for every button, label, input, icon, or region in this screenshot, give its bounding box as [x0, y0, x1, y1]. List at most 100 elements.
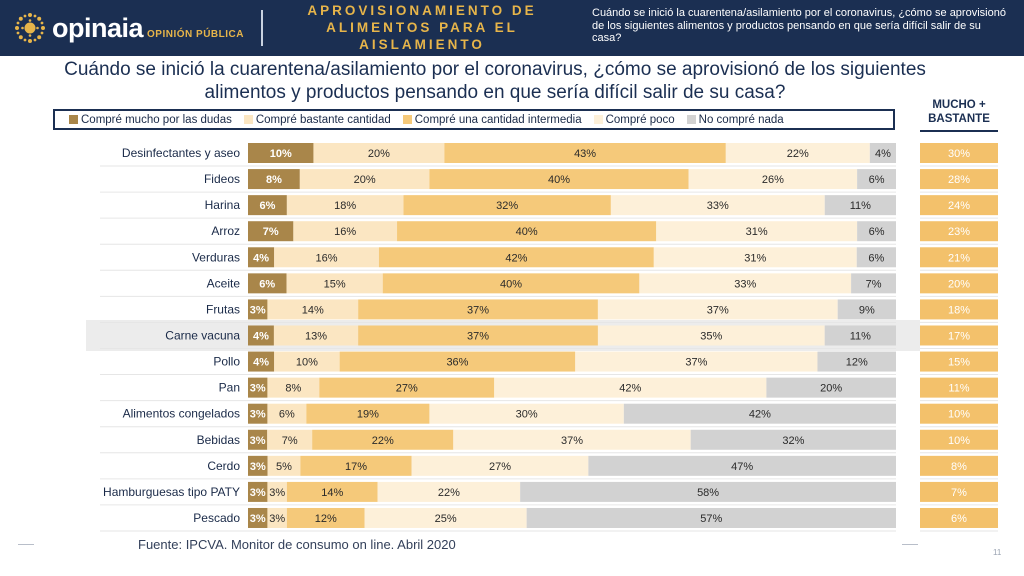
data-label: 40% [516, 226, 538, 238]
bar-segment [575, 351, 818, 372]
summary-bar [920, 273, 998, 294]
bar-segment [248, 169, 300, 190]
header-divider [261, 10, 263, 46]
data-label: 15% [324, 278, 346, 290]
bar-segment [588, 455, 896, 476]
category-label: Pescado [193, 511, 240, 525]
legend-item-mucho: Compré mucho por las dudas [69, 114, 232, 126]
summary-bar [920, 221, 998, 242]
bar-segment [267, 299, 359, 320]
bar-segment [597, 325, 825, 346]
summary-label: 23% [948, 226, 970, 238]
summary-bar [920, 481, 998, 502]
legend-item-bastante: Compré bastante cantidad [243, 114, 391, 126]
legend-item-nada: No compré nada [686, 113, 784, 126]
data-label: 4% [253, 330, 269, 342]
data-label: 42% [505, 252, 527, 264]
data-label: 37% [707, 304, 729, 316]
bar-segment [453, 429, 691, 450]
data-label: 16% [316, 252, 338, 264]
category-label: Pan [219, 381, 240, 395]
data-label: 7% [866, 278, 882, 290]
bar-segment [248, 143, 314, 163]
summary-label: 30% [948, 148, 970, 160]
bar-segment [610, 195, 825, 216]
data-label: 6% [279, 409, 295, 421]
data-label: 9% [859, 304, 875, 316]
data-label: 14% [321, 487, 343, 499]
data-label: 33% [707, 200, 729, 212]
page-number: 11 [993, 548, 1002, 557]
legend-swatch [593, 115, 603, 124]
data-label: 31% [744, 252, 766, 264]
brand-logo: opinaia OPINIÓN PÚBLICA [12, 10, 244, 46]
summary-bar [920, 403, 998, 424]
bar-segment [851, 273, 896, 294]
bar-segment [378, 247, 654, 268]
source-note: Fuente: IPCVA. Monitor de consumo on lin… [138, 537, 456, 552]
data-label: 17% [345, 461, 367, 473]
bar-segment [274, 247, 379, 268]
summary-label: 11% [948, 383, 969, 395]
data-label: 3% [269, 487, 285, 499]
bar-segment [248, 325, 274, 346]
bar-segment [267, 429, 313, 450]
data-label: 37% [561, 435, 583, 447]
data-label: 27% [489, 461, 511, 473]
data-label: 12% [315, 513, 337, 525]
data-label: 36% [446, 357, 468, 369]
data-label: 3% [250, 513, 266, 525]
summary-label: 7% [951, 487, 967, 499]
bar-segment [286, 507, 365, 528]
data-label: 37% [467, 304, 489, 316]
bar-segment [856, 247, 896, 268]
data-label: 6% [869, 226, 885, 238]
data-label: 37% [685, 357, 707, 369]
data-label: 42% [749, 409, 771, 421]
data-label: 35% [700, 330, 722, 342]
data-label: 58% [697, 487, 719, 499]
data-label: 42% [619, 383, 641, 395]
data-label: 7% [282, 435, 298, 447]
data-label: 18% [334, 200, 356, 212]
chart-legend: Compré mucho por las dudas Compré bastan… [53, 109, 895, 130]
data-label: 8% [266, 174, 282, 186]
summary-bar [920, 377, 998, 398]
category-label: Arroz [211, 224, 240, 238]
category-label: Alimentos congelados [123, 407, 240, 421]
summary-label: 8% [951, 461, 967, 473]
bar-segment [286, 481, 378, 502]
data-label: 7% [263, 226, 279, 238]
bar-segment [248, 507, 268, 528]
bar-segment [377, 481, 521, 502]
legend-swatch [402, 115, 412, 124]
data-label: 3% [250, 383, 266, 395]
data-label: 22% [787, 148, 809, 160]
summary-bar [920, 429, 998, 450]
bar-segment [274, 351, 340, 372]
data-label: 11% [850, 200, 871, 212]
category-label: Verduras [192, 250, 240, 264]
legend-label: Compré una cantidad intermedia [414, 113, 582, 126]
data-label: 40% [548, 174, 570, 186]
category-label: Harina [205, 198, 241, 212]
bar-segment [248, 247, 275, 268]
bar-segment [364, 507, 527, 528]
bar-segment [248, 221, 294, 242]
data-label: 27% [396, 383, 418, 395]
bar-segment [382, 273, 640, 294]
bar-segment [300, 455, 412, 476]
bar-segment [429, 403, 624, 424]
bar-segment [248, 481, 268, 502]
legend-label: No compré nada [698, 113, 784, 126]
summary-bar [920, 455, 998, 476]
summary-label: 6% [951, 513, 967, 525]
summary-label: 21% [948, 252, 970, 264]
bar-segment [857, 169, 896, 190]
legend-swatch [243, 115, 253, 124]
bar-segment [248, 351, 275, 372]
bar-segment [623, 403, 896, 424]
category-label: Carne vacuna [165, 328, 240, 342]
bar-segment [358, 299, 598, 320]
data-label: 3% [250, 304, 266, 316]
